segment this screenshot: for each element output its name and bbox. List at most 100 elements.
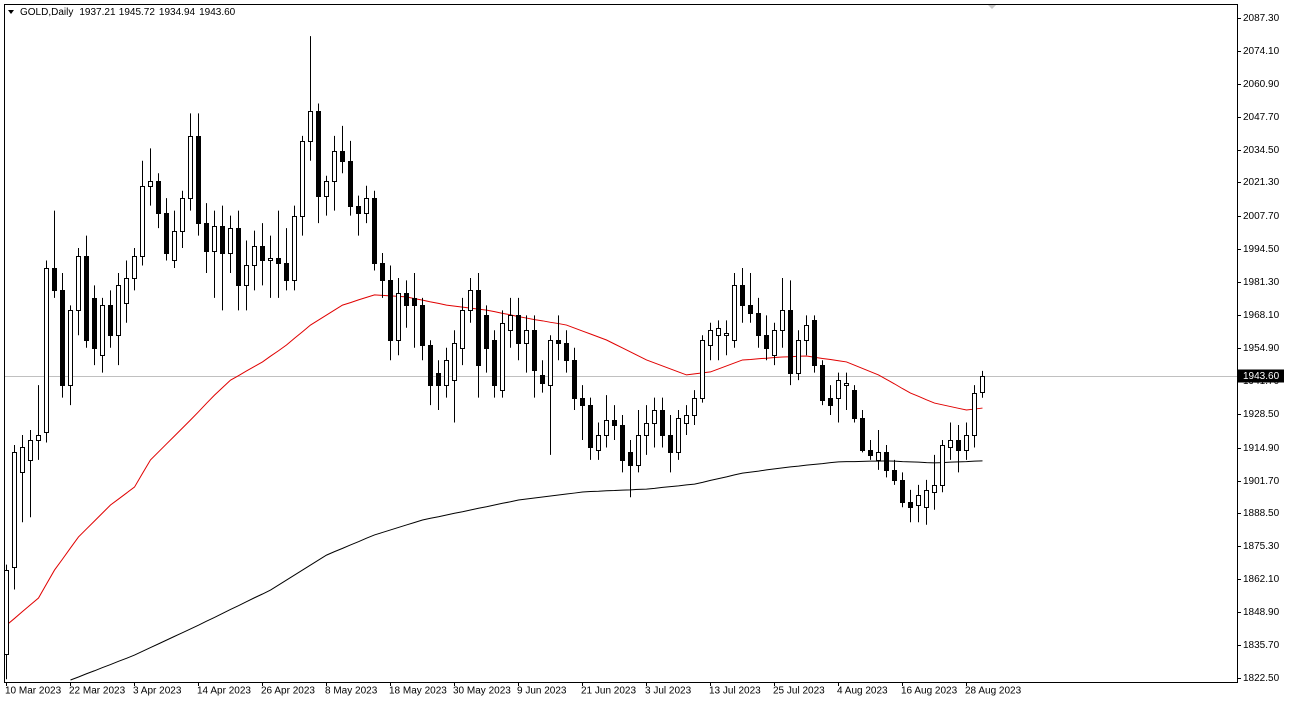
candle-body	[340, 151, 345, 162]
x-tick-label: 18 May 2023	[389, 686, 447, 697]
candle-body	[676, 418, 681, 453]
y-tick-label: 1862.10	[1243, 574, 1280, 585]
candle-body	[92, 298, 97, 349]
candle-body	[524, 330, 529, 344]
candle-body	[116, 285, 121, 336]
last-price-box	[1238, 369, 1284, 383]
candle-body	[372, 198, 377, 264]
candle-body	[780, 310, 785, 331]
y-tick-label: 2074.10	[1243, 46, 1280, 57]
x-tick-label: 14 Apr 2023	[197, 686, 251, 697]
x-tick-label: 28 Aug 2023	[965, 686, 1022, 697]
candle-body	[788, 310, 793, 374]
candle-body	[60, 290, 65, 386]
last-price-label: 1943.60	[1243, 371, 1280, 382]
moving-average	[6, 294, 983, 626]
candle-body	[700, 340, 705, 399]
candle-body	[412, 298, 417, 306]
candle-body	[932, 485, 937, 493]
candle-body	[620, 425, 625, 461]
candle-body	[228, 228, 233, 254]
y-tick-label: 1835.70	[1243, 640, 1280, 651]
candle-body	[556, 340, 561, 344]
candle-body	[796, 340, 801, 374]
candle-body	[276, 258, 281, 264]
candle-body	[748, 305, 753, 314]
candle-body	[460, 310, 465, 349]
candle-body	[724, 333, 729, 336]
candle-body	[44, 268, 49, 433]
candle-body	[844, 383, 849, 386]
y-tick-label: 1914.90	[1243, 443, 1280, 454]
symbol: GOLD,Daily	[20, 7, 73, 18]
candle-body	[684, 415, 689, 424]
x-tick-label: 4 Aug 2023	[837, 686, 888, 697]
y-tick-label: 2047.70	[1243, 112, 1280, 123]
x-tick-label: 21 Jun 2023	[581, 686, 636, 697]
candle-body	[316, 111, 321, 197]
candle-body	[540, 375, 545, 384]
y-tick-label: 1994.50	[1243, 244, 1280, 255]
candle-body	[196, 136, 201, 224]
candle-body	[468, 290, 473, 311]
x-tick-label: 25 Jul 2023	[773, 686, 825, 697]
x-tick-label: 26 Apr 2023	[261, 686, 315, 697]
candle-body	[876, 452, 881, 461]
candle-body	[836, 380, 841, 399]
candle-body	[860, 418, 865, 451]
candle-body	[500, 323, 505, 391]
candle-body	[100, 305, 105, 356]
candle-body	[628, 452, 633, 466]
menu-arrow[interactable]	[8, 10, 14, 14]
candle-body	[20, 447, 25, 473]
header-high: 1945.72	[119, 7, 156, 18]
candle-body	[764, 335, 769, 349]
candle-body	[292, 216, 297, 281]
y-tick-label: 1981.30	[1243, 277, 1280, 288]
candle-body	[420, 305, 425, 346]
candle-body	[308, 111, 313, 142]
candle-body	[548, 340, 553, 386]
indicator-layer	[5, 294, 1237, 681]
candle-body	[140, 186, 145, 257]
candle-body	[892, 470, 897, 481]
candle-body	[180, 198, 185, 232]
candle-body	[108, 305, 113, 336]
x-tick-label: 8 May 2023	[325, 686, 378, 697]
candle-body	[604, 420, 609, 436]
candle-body	[212, 226, 217, 252]
candle-layer	[4, 36, 985, 680]
x-tick-label: 9 Jun 2023	[517, 686, 567, 697]
candle-body	[4, 570, 9, 655]
candle-body	[428, 345, 433, 386]
candle-body	[268, 258, 273, 261]
candle-body	[124, 278, 129, 304]
candle-body	[236, 228, 241, 286]
candle-body	[652, 410, 657, 424]
x-tick-label: 30 May 2023	[453, 686, 511, 697]
candle-body	[132, 256, 137, 279]
candle-body	[508, 315, 513, 331]
candle-body	[692, 398, 697, 416]
y-tick-label: 1875.30	[1243, 541, 1280, 552]
candle-body	[644, 423, 649, 436]
candle-body	[356, 206, 361, 214]
y-tick-label: 1848.90	[1243, 607, 1280, 618]
header-open: 1937.21	[79, 7, 116, 18]
candle-body	[916, 495, 921, 506]
candle-body	[404, 293, 409, 306]
candle-body	[84, 256, 89, 341]
x-tick-label: 16 Aug 2023	[901, 686, 958, 697]
chart-header: GOLD,Daily 1937.21 1945.72 1934.94 1943.60	[20, 7, 236, 18]
candle-body	[396, 293, 401, 341]
candle-body	[324, 181, 329, 197]
y-tick-label: 1888.50	[1243, 508, 1280, 519]
x-tick-label: 13 Jul 2023	[709, 686, 761, 697]
y-tick-label: 1822.50	[1243, 673, 1280, 684]
candle-body	[492, 340, 497, 386]
y-tick-label: 1968.10	[1243, 310, 1280, 321]
candle-body	[260, 246, 265, 261]
candle-body	[156, 181, 161, 214]
